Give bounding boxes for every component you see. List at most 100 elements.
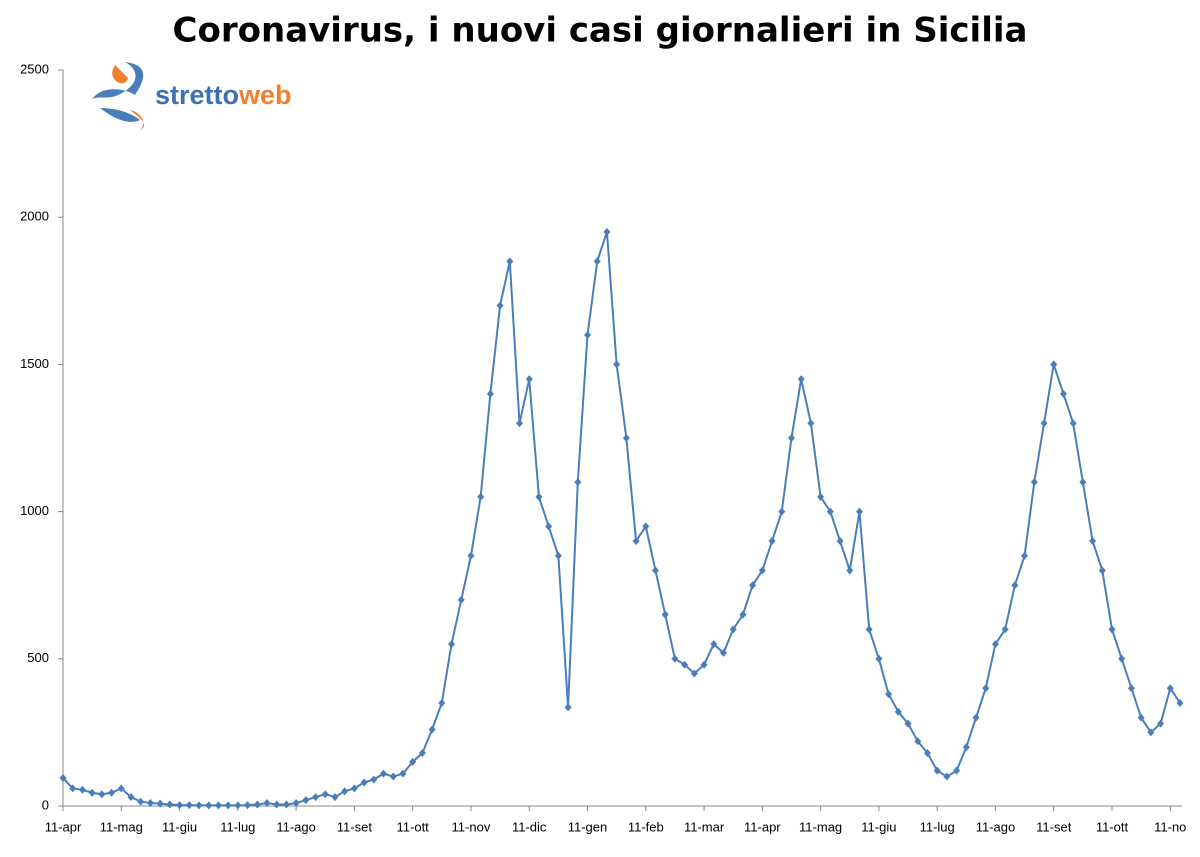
point — [1069, 419, 1077, 428]
x-tick-label: 11-lug — [220, 819, 255, 834]
point — [797, 375, 805, 384]
point — [244, 801, 252, 810]
point — [710, 640, 718, 649]
point — [98, 790, 106, 799]
point — [205, 801, 213, 810]
x-tick-label: 11-dic — [512, 819, 547, 834]
point — [690, 669, 698, 678]
point — [923, 749, 931, 758]
point — [894, 707, 902, 716]
point — [69, 784, 77, 793]
point — [700, 660, 708, 669]
point — [603, 227, 611, 236]
point — [1176, 698, 1184, 707]
x-tick-label: 11-giu — [162, 819, 197, 834]
x-tick-label: 11-nov — [452, 819, 491, 834]
point — [59, 774, 67, 783]
chart-title: Coronavirus, i nuovi casi giornalieri in… — [173, 11, 1028, 51]
point — [1098, 566, 1106, 575]
point — [496, 301, 504, 310]
point — [234, 801, 242, 810]
y-tick-label: 0 — [42, 797, 49, 812]
point — [982, 684, 990, 693]
point — [826, 507, 834, 516]
point — [370, 775, 378, 784]
point — [1079, 478, 1087, 487]
point — [409, 757, 417, 766]
point — [146, 799, 154, 808]
x-tick-label: 11-ott — [397, 819, 430, 834]
point — [622, 434, 630, 442]
x-tick-label: 11-ott — [1096, 819, 1129, 834]
point — [846, 566, 854, 575]
point — [1166, 684, 1174, 693]
point — [613, 360, 621, 369]
point — [719, 648, 727, 657]
point — [1021, 551, 1029, 560]
point — [1108, 625, 1116, 634]
point — [263, 799, 271, 808]
point — [865, 625, 873, 634]
point — [661, 610, 669, 619]
logo-shape — [112, 65, 145, 130]
point — [224, 801, 232, 810]
x-tick-label: 11-apr — [45, 819, 82, 834]
point — [302, 796, 310, 805]
x-tick-label: 11-mag — [100, 819, 143, 834]
point — [545, 522, 553, 531]
logo-part: web — [238, 80, 292, 110]
point — [78, 785, 86, 794]
x-tick-label: 11-gen — [568, 819, 608, 834]
point — [127, 793, 135, 802]
point — [972, 713, 980, 722]
x-tick-label: 11-apr — [744, 819, 781, 834]
point — [778, 507, 786, 516]
x-tick-label: 11-mag — [799, 819, 842, 834]
point — [457, 595, 465, 604]
point — [253, 800, 261, 809]
y-tick-label: 2500 — [20, 61, 49, 76]
point — [1040, 419, 1048, 428]
point — [273, 800, 281, 809]
x-tick-label: 11-lug — [920, 819, 955, 834]
point — [477, 492, 485, 501]
point — [1030, 478, 1038, 487]
logo-shape — [92, 62, 144, 100]
logo-part: stretto — [155, 80, 239, 110]
point — [525, 375, 533, 384]
logo-text: strettoweb — [155, 80, 292, 110]
point — [875, 654, 883, 663]
point — [885, 690, 893, 699]
point — [88, 788, 96, 797]
x-tick-label: 11-ago — [976, 819, 1016, 834]
x-tick-label: 11-mar — [684, 819, 725, 834]
point — [904, 719, 912, 728]
point — [914, 737, 922, 746]
x-tick-label: 11-set — [1036, 819, 1072, 834]
point — [117, 784, 125, 793]
point — [292, 799, 300, 808]
point — [156, 799, 164, 808]
point — [516, 419, 524, 428]
y-tick-label: 1500 — [20, 356, 49, 371]
point — [953, 766, 961, 775]
point — [749, 581, 757, 590]
point — [1001, 625, 1009, 634]
point — [593, 257, 601, 266]
point — [438, 698, 446, 707]
point — [428, 725, 436, 734]
point — [1118, 654, 1126, 663]
point — [836, 537, 844, 546]
point — [331, 793, 339, 802]
point — [312, 793, 320, 802]
point — [467, 551, 475, 560]
point — [817, 492, 825, 501]
x-tick-label: 11-set — [337, 819, 373, 834]
point — [360, 778, 368, 787]
point — [1137, 713, 1145, 722]
point — [176, 801, 184, 810]
point — [962, 743, 970, 752]
point — [486, 389, 494, 398]
point — [554, 551, 562, 560]
point — [321, 790, 329, 799]
